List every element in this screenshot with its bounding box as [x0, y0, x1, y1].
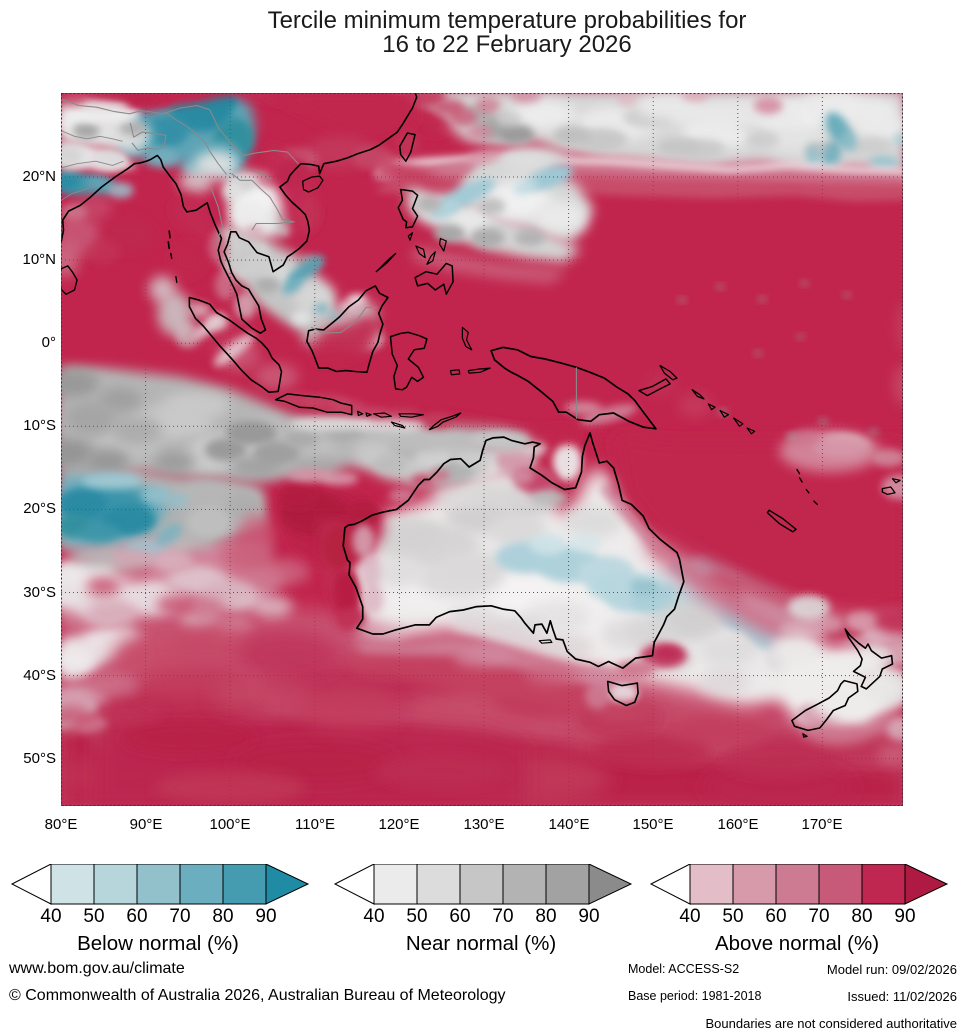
svg-text:60: 60	[765, 906, 786, 927]
svg-text:40: 40	[679, 906, 700, 927]
svg-text:80: 80	[535, 906, 556, 927]
svg-text:50: 50	[406, 906, 427, 927]
svg-text:70: 70	[169, 906, 190, 927]
svg-text:40: 40	[363, 906, 384, 927]
svg-text:50: 50	[722, 906, 743, 927]
svg-text:80: 80	[851, 906, 872, 927]
svg-text:70: 70	[808, 906, 829, 927]
svg-text:90: 90	[255, 906, 276, 927]
svg-text:40: 40	[40, 906, 61, 927]
svg-text:Near normal (%): Near normal (%)	[406, 932, 556, 955]
svg-text:Above normal (%): Above normal (%)	[715, 932, 879, 955]
svg-text:70: 70	[492, 906, 513, 927]
svg-text:90: 90	[578, 906, 599, 927]
svg-text:60: 60	[126, 906, 147, 927]
svg-text:80: 80	[212, 906, 233, 927]
svg-text:90: 90	[894, 906, 915, 927]
svg-text:50: 50	[83, 906, 104, 927]
svg-text:Below normal (%): Below normal (%)	[77, 932, 239, 955]
svg-text:60: 60	[449, 906, 470, 927]
